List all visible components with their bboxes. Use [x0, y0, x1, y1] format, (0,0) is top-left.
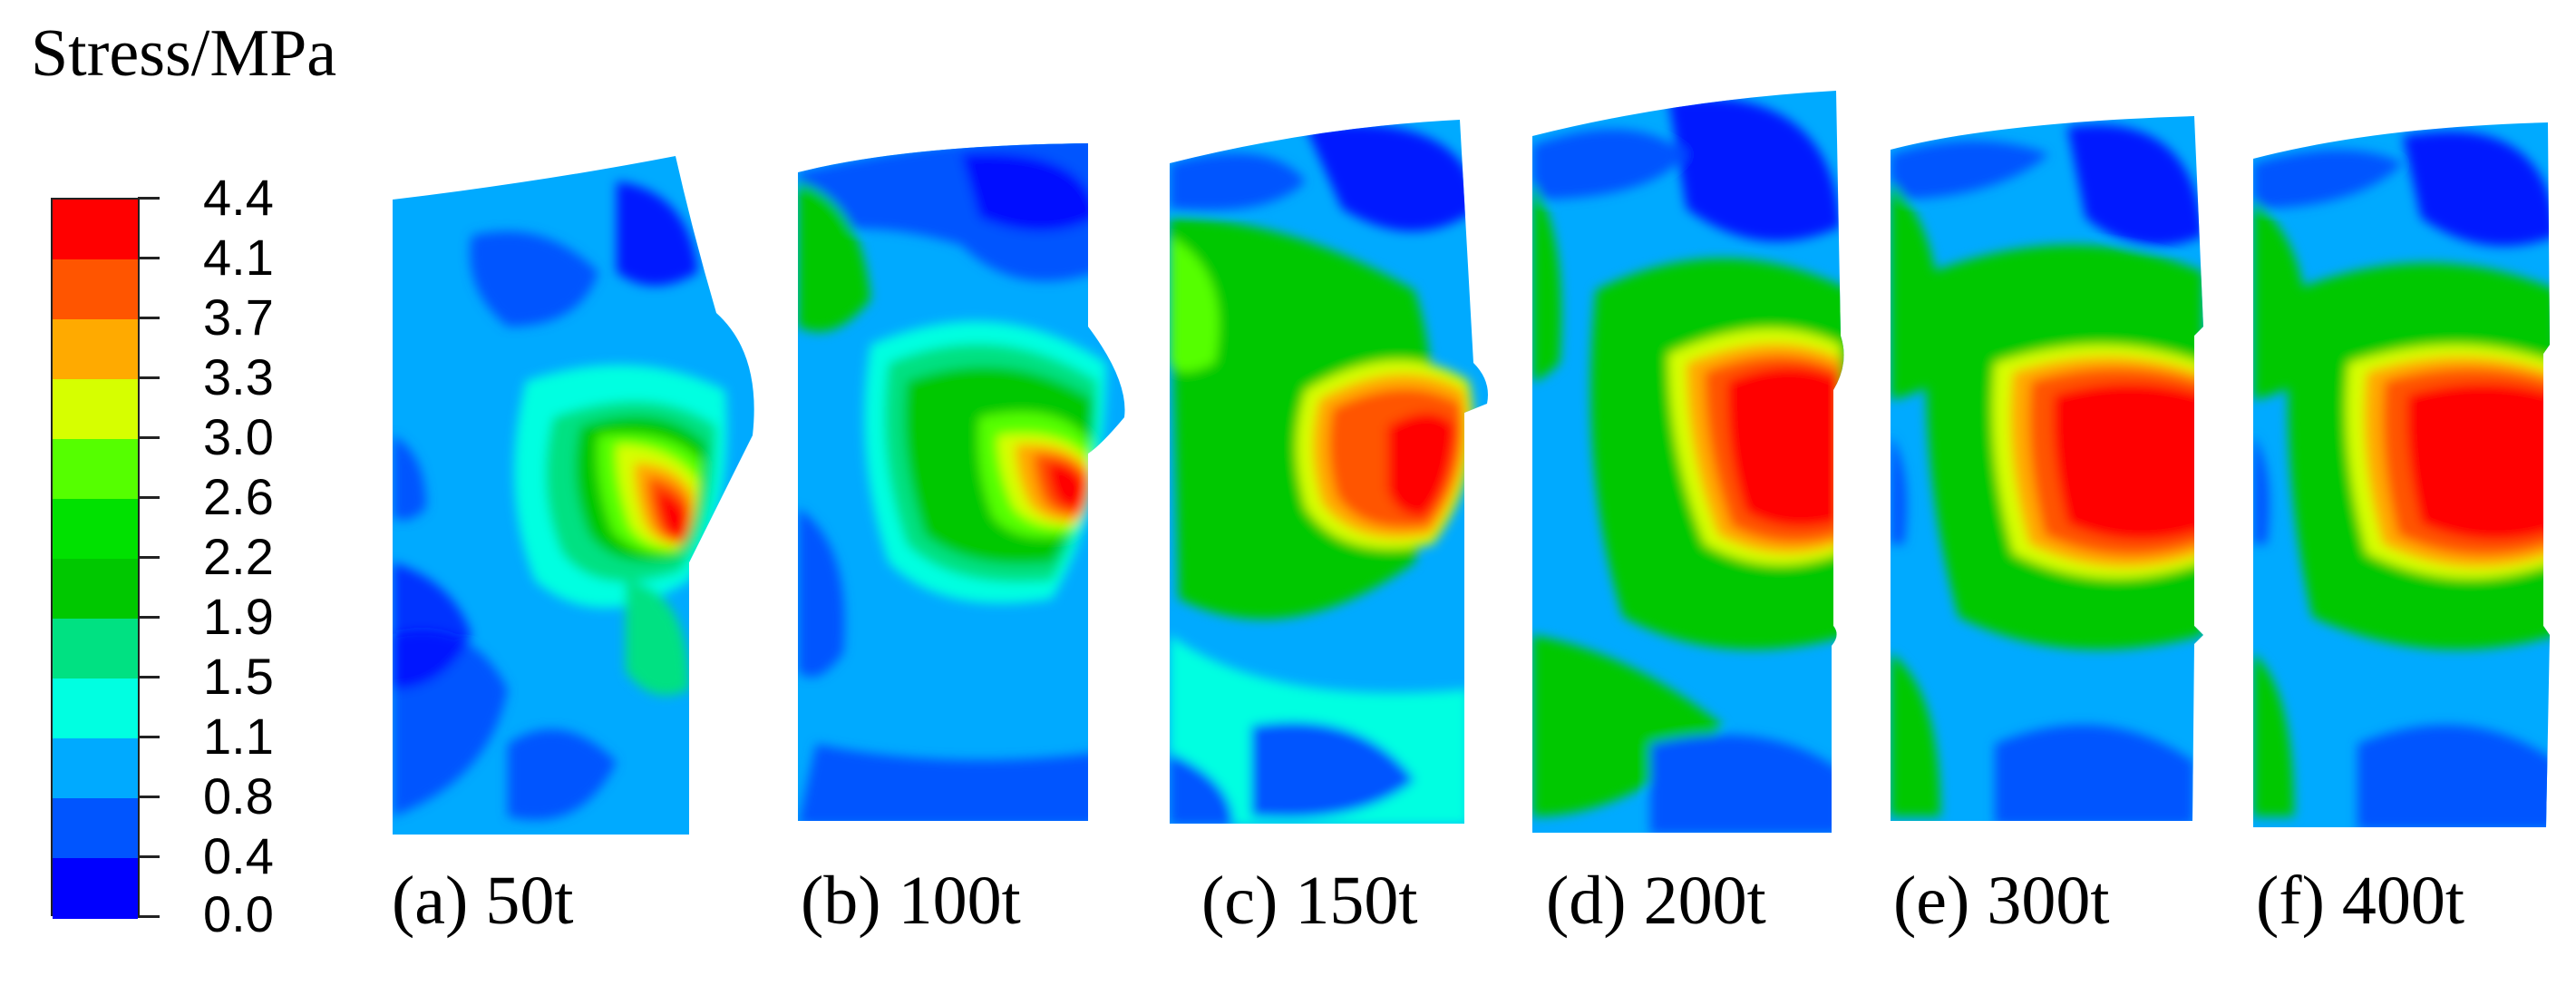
legend-tick — [138, 436, 160, 439]
legend-tick — [138, 736, 160, 738]
panel-caption-b: (b) 100t — [801, 863, 1021, 939]
legend-label: 0.8 — [203, 767, 274, 825]
legend-color-band — [53, 678, 138, 739]
legend-tick — [138, 376, 160, 379]
contour-panel-b — [798, 143, 1125, 821]
legend-label: 4.1 — [203, 229, 274, 286]
legend-label: 1.9 — [203, 588, 274, 645]
legend-color-band — [53, 319, 138, 380]
legend-tick — [138, 616, 160, 619]
legend-color-band — [53, 259, 138, 320]
panel-caption-d: (d) 200t — [1546, 863, 1766, 939]
legend-label: 2.2 — [203, 528, 274, 585]
legend-label: 3.3 — [203, 348, 274, 405]
legend-color-band — [53, 200, 138, 260]
legend-color-band — [53, 499, 138, 560]
legend-color-band — [53, 439, 138, 500]
stress-legend-title: Stress/MPa — [31, 16, 337, 91]
legend-label: 0.0 — [203, 885, 274, 942]
legend-label: 4.4 — [203, 169, 274, 226]
legend-label: 3.0 — [203, 408, 274, 465]
contour-panel-e — [1891, 116, 2203, 821]
legend-tick — [138, 496, 160, 499]
legend-label: 0.4 — [203, 827, 274, 884]
legend-tick — [138, 257, 160, 259]
legend-color-band — [53, 798, 138, 859]
legend-color-band — [53, 858, 138, 919]
legend-color-band — [53, 379, 138, 440]
panel-caption-c: (c) 150t — [1201, 863, 1418, 939]
contour-panel-a — [393, 156, 754, 835]
legend-label: 1.5 — [203, 648, 274, 705]
legend-tick — [138, 556, 160, 559]
contour-panel-c — [1170, 120, 1488, 824]
contour-panel-d — [1532, 91, 1844, 833]
legend-label: 3.7 — [203, 288, 274, 346]
legend-tick — [138, 855, 160, 858]
legend-tick — [138, 197, 160, 200]
legend-tick — [138, 915, 160, 918]
panel-caption-f: (f) 400t — [2256, 863, 2465, 939]
legend-tick — [138, 676, 160, 678]
legend-tick — [138, 796, 160, 798]
legend-color-band — [53, 619, 138, 679]
panel-caption-a: (a) 50t — [392, 863, 574, 939]
stress-color-legend — [51, 197, 160, 919]
legend-color-band — [53, 559, 138, 620]
legend-tick — [138, 317, 160, 319]
legend-color-band — [53, 738, 138, 799]
legend-label: 2.6 — [203, 468, 274, 525]
legend-color-bar — [51, 198, 140, 919]
panel-caption-e: (e) 300t — [1893, 863, 2110, 939]
contour-panel-f — [2253, 122, 2550, 827]
legend-label: 1.1 — [203, 708, 274, 765]
